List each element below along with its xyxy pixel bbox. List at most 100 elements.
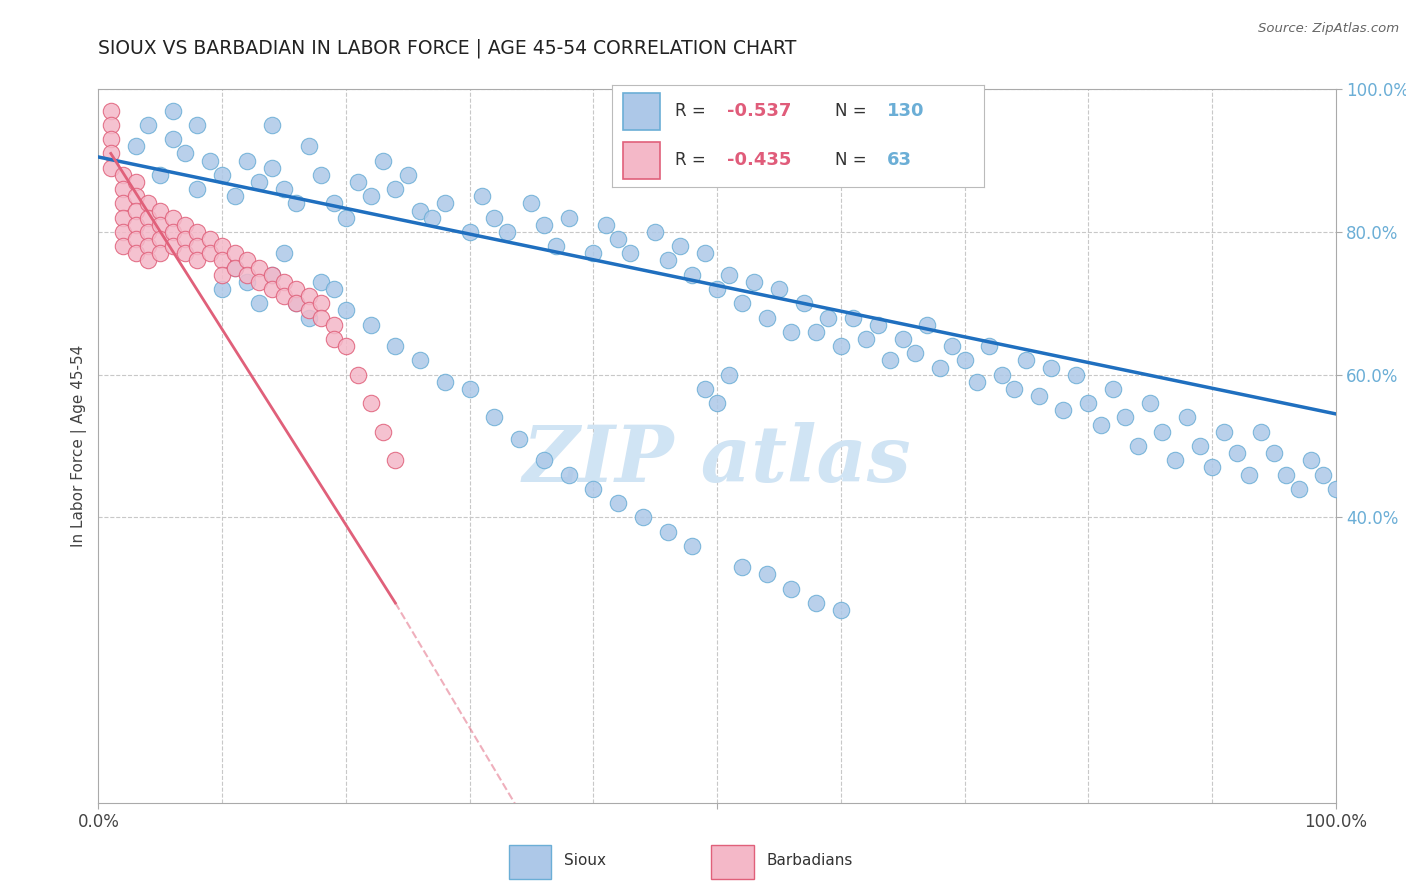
Point <box>842 310 865 325</box>
Point <box>236 275 259 289</box>
Point <box>360 318 382 332</box>
Point <box>174 246 197 260</box>
Point <box>706 282 728 296</box>
Point <box>260 282 283 296</box>
Point <box>990 368 1012 382</box>
Point <box>917 318 939 332</box>
Point <box>484 410 506 425</box>
Text: -0.537: -0.537 <box>727 102 792 120</box>
Point <box>669 239 692 253</box>
Point <box>1250 425 1272 439</box>
Point <box>136 211 159 225</box>
Point <box>224 189 246 203</box>
Point <box>904 346 927 360</box>
Point <box>1090 417 1112 432</box>
Point <box>236 153 259 168</box>
Point <box>1040 360 1063 375</box>
Point <box>322 332 344 346</box>
Point <box>211 253 233 268</box>
Point <box>557 211 579 225</box>
Point <box>1152 425 1174 439</box>
Point <box>879 353 901 368</box>
Point <box>112 196 135 211</box>
Point <box>768 282 790 296</box>
Point <box>1213 425 1236 439</box>
Point <box>335 339 357 353</box>
Point <box>347 368 370 382</box>
FancyBboxPatch shape <box>509 846 551 879</box>
Point <box>384 182 406 196</box>
Point <box>718 268 741 282</box>
Point <box>224 260 246 275</box>
Point <box>162 225 184 239</box>
Point <box>285 296 308 310</box>
Point <box>273 275 295 289</box>
Point <box>285 196 308 211</box>
Point <box>458 382 481 396</box>
Point <box>928 360 950 375</box>
Point <box>124 139 146 153</box>
Point <box>1028 389 1050 403</box>
Point <box>755 310 778 325</box>
Point <box>260 161 283 175</box>
Point <box>309 296 332 310</box>
Point <box>433 196 456 211</box>
Point <box>422 211 444 225</box>
Point <box>718 368 741 382</box>
Point <box>100 161 122 175</box>
Point <box>484 211 506 225</box>
Point <box>607 496 630 510</box>
Point <box>298 289 321 303</box>
Point <box>100 103 122 118</box>
Point <box>162 132 184 146</box>
Point <box>1114 410 1136 425</box>
FancyBboxPatch shape <box>623 93 659 130</box>
Text: -0.435: -0.435 <box>727 151 792 169</box>
Point <box>644 225 666 239</box>
Point <box>162 103 184 118</box>
Point <box>1324 482 1347 496</box>
Point <box>1288 482 1310 496</box>
Point <box>309 310 332 325</box>
Point <box>1064 368 1087 382</box>
Point <box>260 268 283 282</box>
Point <box>433 375 456 389</box>
Point <box>247 175 270 189</box>
Point <box>236 268 259 282</box>
Text: N =: N = <box>835 151 866 169</box>
Point <box>508 432 530 446</box>
Point <box>1188 439 1211 453</box>
Point <box>458 225 481 239</box>
Point <box>322 318 344 332</box>
Point <box>174 232 197 246</box>
Point <box>198 246 221 260</box>
Point <box>731 296 754 310</box>
Point <box>285 296 308 310</box>
Text: N =: N = <box>835 102 866 120</box>
Point <box>1015 353 1038 368</box>
Point <box>260 118 283 132</box>
Point <box>693 382 716 396</box>
Point <box>706 396 728 410</box>
Text: Source: ZipAtlas.com: Source: ZipAtlas.com <box>1258 22 1399 36</box>
Point <box>149 203 172 218</box>
Point <box>285 282 308 296</box>
Text: 63: 63 <box>887 151 912 169</box>
Point <box>533 453 555 467</box>
Point <box>804 596 827 610</box>
Point <box>681 268 703 282</box>
Point <box>309 168 332 182</box>
Point <box>1275 467 1298 482</box>
Point <box>186 239 208 253</box>
Point <box>755 567 778 582</box>
Point <box>236 253 259 268</box>
Point <box>298 303 321 318</box>
Point <box>855 332 877 346</box>
Point <box>619 246 641 260</box>
Point <box>409 353 432 368</box>
Point <box>136 118 159 132</box>
Point <box>804 325 827 339</box>
Point <box>780 582 803 596</box>
Point <box>657 524 679 539</box>
Point <box>1077 396 1099 410</box>
